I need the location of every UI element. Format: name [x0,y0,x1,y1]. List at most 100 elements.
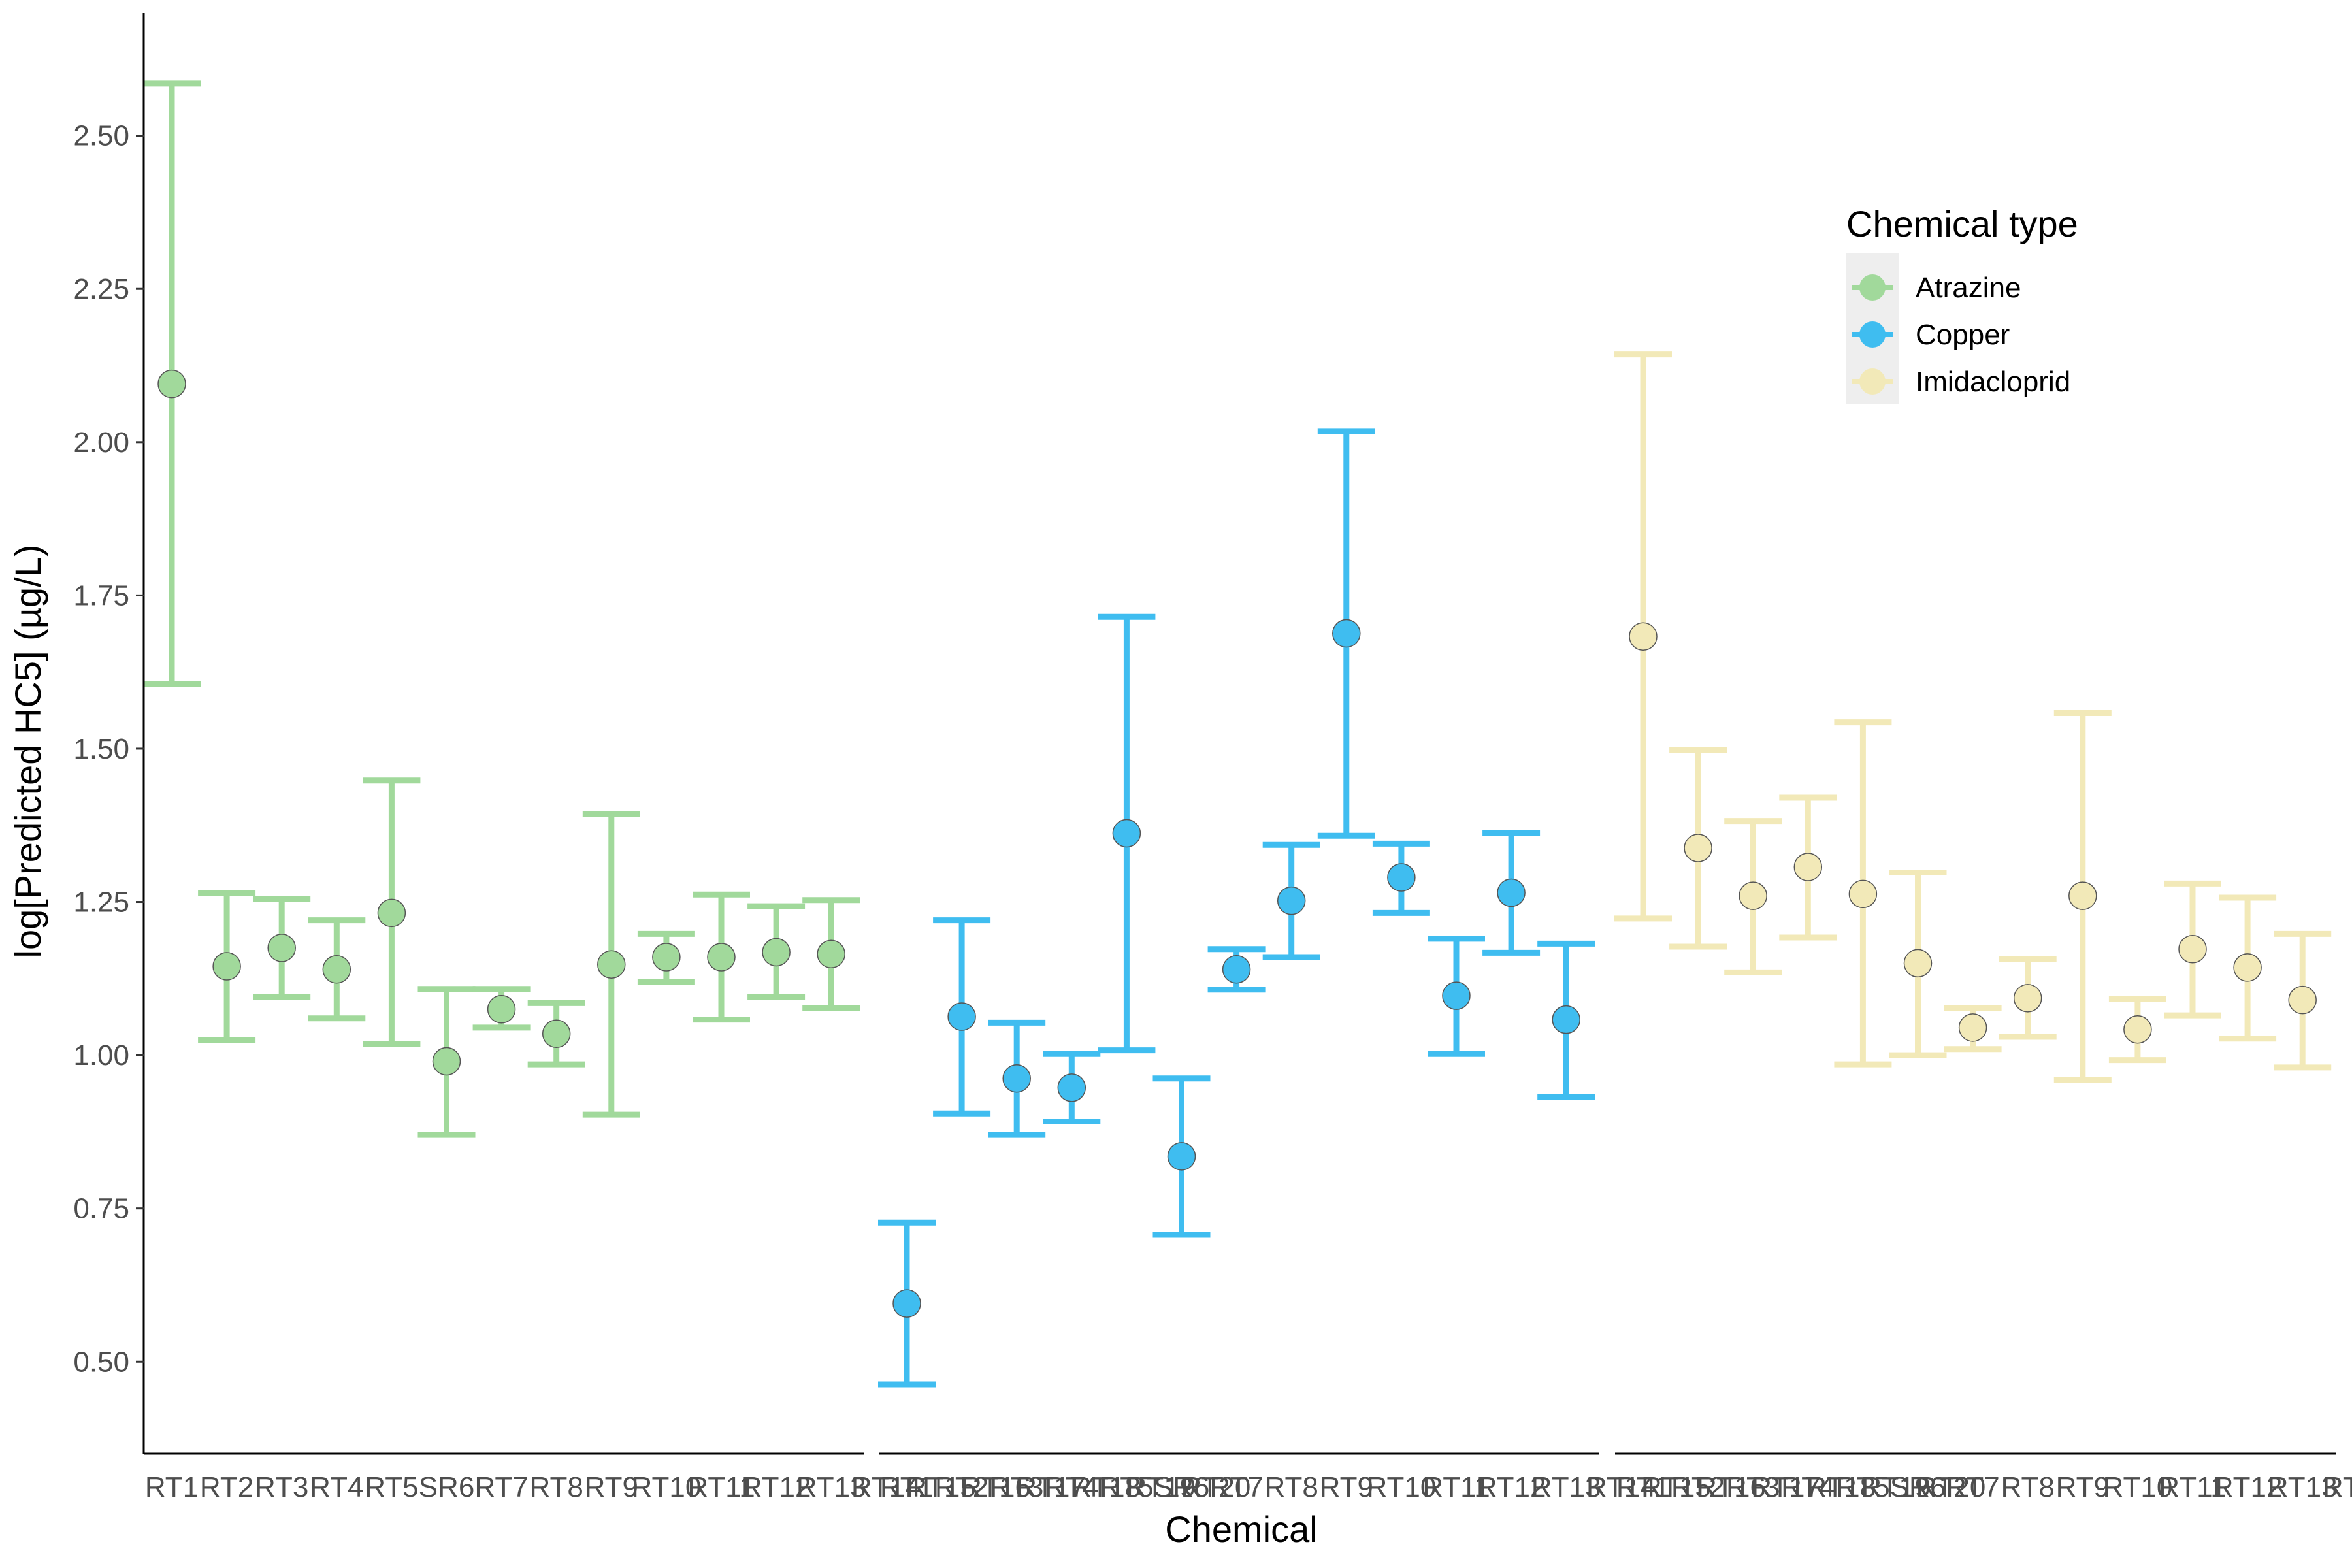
data-point [2233,953,2262,982]
data-point [707,943,736,972]
data-point [1903,949,1933,978]
x-tick-label: RT8 [530,1471,583,1503]
y-axis-title: log[Predicted HC5] (µg/L) [7,545,48,958]
data-point [1442,981,1471,1010]
legend-label: Imidacloprid [1916,366,2070,398]
x-tick-label: SR6 [1154,1471,1210,1503]
x-tick-label: RT16 [961,1471,1031,1503]
x-tick-label: RT19 [1861,1471,1931,1503]
x-tick-label: RT2 [1671,1471,1725,1503]
legend-key-point [1859,321,1886,348]
x-tick-label: RT7 [474,1471,528,1503]
x-tick-label: RT10 [1366,1471,1436,1503]
x-tick-label: RT3 [1726,1471,1780,1503]
x-tick-label: RT18 [1071,1471,1141,1503]
data-point [212,952,241,981]
data-point [892,1289,921,1318]
x-tick-label: RT9 [1320,1471,1373,1503]
y-axis: 0.50 0.75 1.00 1.25 1.50 1.75 2.00 2.25 2.50 [73,13,145,1454]
data-point [1332,619,1361,648]
data-point [2288,985,2317,1015]
legend-label: Atrazine [1916,272,2021,304]
legend-key-point [1859,368,1886,395]
legend-item-copper: Copper [1852,319,2010,351]
x-tick-label: RT13 [2268,1471,2338,1503]
x-tick-label: RT15 [906,1471,976,1503]
x-tick-label: RT16 [1696,1471,1766,1503]
legend-item-imidacloprid: Imidacloprid [1852,366,2070,398]
x-tick-label: RT13 [796,1471,866,1503]
x-tick-label: RT4 [310,1471,363,1503]
x-tick-label: RT8 [1265,1471,1318,1503]
x-tick-label: RT20 [1916,1471,1985,1503]
x-tick-label: RT14 [1586,1471,1656,1503]
data-point [1167,1142,1196,1171]
x-tick-label: RT3 [990,1471,1043,1503]
x-tick-label: RT17 [1751,1471,1821,1503]
x-tick-label: RT18 [1806,1471,1876,1503]
x-tick-label: RT20 [1181,1471,1250,1503]
data-point [377,898,406,928]
y-tick-label: 2.25 [73,273,129,305]
x-tick-label: RT2 [935,1471,988,1503]
data-point [1629,622,1658,651]
x-axis-title: Chemical [1165,1509,1317,1550]
x-tick-label: RT12 [2213,1471,2283,1503]
x-tick-label: RT11 [2159,1471,2227,1503]
x-tick-label: RT3 [255,1471,308,1503]
data-point [1848,879,1878,909]
x-tick-label: RT14 [851,1471,921,1503]
data-point [2178,935,2207,964]
legend: Chemical type Atrazine Copper Imidacloprid [1846,203,2078,404]
data-point [1793,853,1823,881]
data-point [1387,863,1416,892]
x-tick-label: RT1 [1616,1471,1670,1503]
legend-item-atrazine: Atrazine [1852,272,2021,304]
data-point [2068,881,2097,910]
series-atrazine [143,80,860,1138]
x-tick-label: RT12 [1477,1471,1546,1503]
data-point [597,950,626,979]
data-point [1552,1005,1580,1034]
x-tick-label: RT12 [742,1471,811,1503]
y-tick-label: 0.50 [73,1346,129,1378]
legend-label: Copper [1916,319,2010,351]
x-tick-label: RT11 [1422,1471,1490,1503]
y-tick-label: 1.00 [73,1039,129,1071]
data-point [1739,881,1767,910]
x-axis: RT1 RT2 RT3 RT4 RT5 SR6 RT7 RT8 RT9RT10RT11RT12R… [144,1452,2352,1503]
data-point [487,994,516,1024]
data-point [1057,1073,1086,1102]
y-tick-label: 0.75 [73,1193,129,1225]
data-point [322,955,351,984]
x-tick-label: RT7 [1209,1471,1263,1503]
x-tick-label: RT15 [1641,1471,1711,1503]
data-point [1497,878,1526,907]
data-point [1222,955,1251,984]
legend-title: Chemical type [1846,203,2078,244]
x-tick-label: RT9 [585,1471,638,1503]
series-imidacloprid [1614,351,2332,1083]
y-tick-label: 1.25 [73,887,129,919]
x-tick-label: RT5 [1836,1471,1889,1503]
x-tick-label: RT1 [145,1471,199,1503]
data-point [267,934,296,962]
data-point [652,943,681,972]
x-tick-label: RT5 [365,1471,418,1503]
data-point [2013,984,2042,1013]
data-point [1112,819,1141,848]
data-point [1277,886,1306,915]
y-tick-label: 1.50 [73,733,129,765]
data-point [762,938,791,967]
x-tick-label: RT4 [1045,1471,1098,1503]
chart-panels [143,80,2332,1388]
data-point [157,369,186,399]
data-point [947,1002,976,1031]
x-tick-label: SR6 [419,1471,475,1503]
y-tick-label: 1.75 [73,580,129,612]
x-tick-label: RT7 [1946,1471,1999,1503]
x-tick-label: RT19 [1126,1471,1196,1503]
data-point [1002,1064,1031,1093]
y-tick-label: 2.00 [73,427,129,459]
